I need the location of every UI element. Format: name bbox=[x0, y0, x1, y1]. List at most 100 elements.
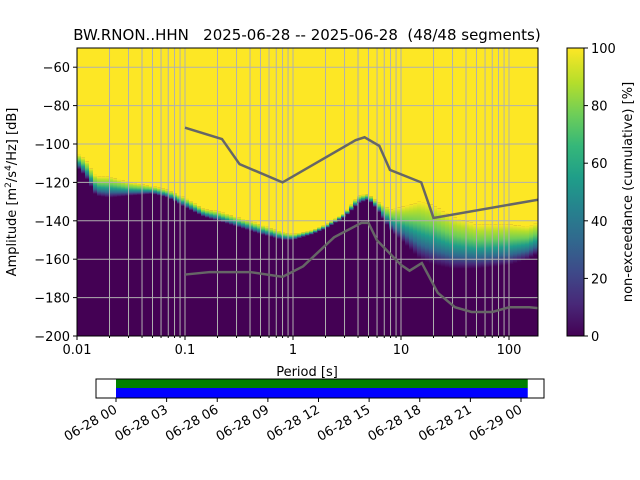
pdf-column-high bbox=[173, 48, 178, 194]
pdf-column-high bbox=[241, 48, 246, 220]
pdf-column-band bbox=[465, 221, 470, 269]
pdf-column-band bbox=[509, 224, 514, 265]
pdf-column-band bbox=[497, 224, 502, 267]
chart-title: BW.RNON..HHN 2025-06-28 -- 2025-06-28 (4… bbox=[73, 26, 540, 44]
pdf-column-high bbox=[517, 48, 522, 226]
pdf-column-band bbox=[353, 199, 358, 207]
pdf-column-band bbox=[117, 179, 122, 197]
pdf-column-band bbox=[397, 207, 402, 239]
pdf-column-high bbox=[413, 48, 418, 204]
pdf-column-band bbox=[253, 222, 258, 233]
pdf-column-high bbox=[293, 48, 298, 234]
pdf-column-high bbox=[177, 48, 182, 196]
pdf-column-band bbox=[425, 203, 430, 263]
pdf-column-band bbox=[321, 225, 326, 230]
timeline-tick-label: 06-28 21 bbox=[416, 402, 474, 444]
pdf-column-high bbox=[149, 48, 154, 187]
pdf-column-high bbox=[209, 48, 214, 211]
pdf-column-band bbox=[357, 195, 362, 204]
pdf-column-band bbox=[85, 161, 90, 180]
pdf-column-high bbox=[409, 48, 414, 205]
x-tick-label: 10 bbox=[393, 343, 410, 358]
pdf-column-band bbox=[389, 209, 394, 231]
pdf-column-band bbox=[437, 208, 442, 267]
pdf-column-band bbox=[165, 189, 170, 198]
pdf-column-band bbox=[329, 221, 334, 226]
x-tick-label: 0.1 bbox=[175, 343, 196, 358]
colorbar-tick-label: 80 bbox=[591, 100, 608, 115]
pdf-column-high bbox=[445, 48, 450, 214]
timeline-tick-label: 06-28 09 bbox=[214, 402, 272, 444]
pdf-column-high bbox=[205, 48, 210, 210]
pdf-column-band bbox=[213, 210, 218, 221]
pdf-column-high bbox=[101, 48, 106, 177]
axes: 0.01 0.1 1 10 100 −60 −80 −100 −120 −140 −160 −180 −… bbox=[34, 61, 521, 358]
pdf-column-band bbox=[273, 229, 278, 239]
pdf-column-band bbox=[97, 176, 102, 197]
pdf-column-high bbox=[437, 48, 442, 209]
pdf-column-high bbox=[353, 48, 358, 200]
pdf-column-high bbox=[345, 48, 350, 210]
nhnm-line bbox=[184, 126, 538, 220]
pdf-column-high bbox=[117, 48, 122, 180]
pdf-column-high bbox=[261, 48, 266, 226]
pdf-column-high bbox=[269, 48, 274, 229]
pdf-column-band bbox=[393, 208, 398, 235]
pdf-column-band bbox=[501, 224, 506, 266]
pdf-column-band bbox=[293, 233, 298, 240]
pdf-column-high bbox=[309, 48, 314, 231]
timeline-tick-label: 06-28 00 bbox=[62, 402, 120, 444]
pdf-column-band bbox=[185, 198, 190, 209]
pdf-column-high bbox=[229, 48, 234, 216]
pdf-column-band bbox=[181, 196, 186, 207]
pdf-column-high bbox=[501, 48, 506, 225]
pdf-column-high bbox=[77, 48, 82, 155]
pdf-column-high bbox=[425, 48, 430, 204]
pdf-column-high bbox=[157, 48, 162, 188]
timeline-tick-label: 06-28 12 bbox=[264, 402, 322, 444]
coverage-bar-top bbox=[116, 379, 528, 388]
pdf-column-high bbox=[301, 48, 306, 233]
pdf-column-high bbox=[525, 48, 530, 227]
pdf-column-band bbox=[217, 211, 222, 222]
pdf-column-high bbox=[257, 48, 262, 225]
pdf-column-high bbox=[433, 48, 438, 207]
pdf-column-high bbox=[521, 48, 526, 227]
pdf-column-high bbox=[333, 48, 338, 219]
pdf-column-high bbox=[113, 48, 118, 179]
pdf-column-high bbox=[485, 48, 490, 225]
pdf-column-high bbox=[285, 48, 290, 234]
pdf-column-band bbox=[269, 228, 274, 237]
pdf-column-band bbox=[489, 224, 494, 268]
pdf-column-band bbox=[341, 214, 346, 218]
pdf-column-band bbox=[125, 181, 130, 196]
pdf-column-high bbox=[233, 48, 238, 217]
colorbar bbox=[566, 47, 585, 337]
pdf-column-high bbox=[125, 48, 130, 182]
pdf-column-high bbox=[193, 48, 198, 204]
pdf-column-band bbox=[325, 223, 330, 228]
pdf-column-band bbox=[141, 184, 146, 195]
pdf-column-high bbox=[81, 48, 86, 158]
colorbar-tick-label: 60 bbox=[591, 157, 608, 172]
pdf-column-band bbox=[113, 178, 118, 198]
timeline-tick-label: 06-28 03 bbox=[113, 402, 171, 444]
pdf-column-high bbox=[341, 48, 346, 215]
pdf-column-band bbox=[105, 176, 110, 198]
y-tick-label: −100 bbox=[34, 138, 70, 153]
pdf-column-band bbox=[229, 215, 234, 225]
pdf-column-high bbox=[281, 48, 286, 233]
pdf-column-band bbox=[381, 204, 386, 219]
pdf-column-band bbox=[145, 185, 150, 195]
pdf-column-high bbox=[289, 48, 294, 234]
pdf-column-high bbox=[245, 48, 250, 221]
timeline-tick-label: 06-28 15 bbox=[315, 402, 373, 444]
x-tick-label: 1 bbox=[289, 343, 297, 358]
colorbar-ticks: 0 20 40 60 80 100 bbox=[584, 42, 616, 345]
pdf-column-high bbox=[337, 48, 342, 217]
pdf-column-high bbox=[313, 48, 318, 230]
pdf-column-high bbox=[357, 48, 362, 196]
pdf-column-high bbox=[465, 48, 470, 222]
pdf-column-band bbox=[177, 195, 182, 204]
